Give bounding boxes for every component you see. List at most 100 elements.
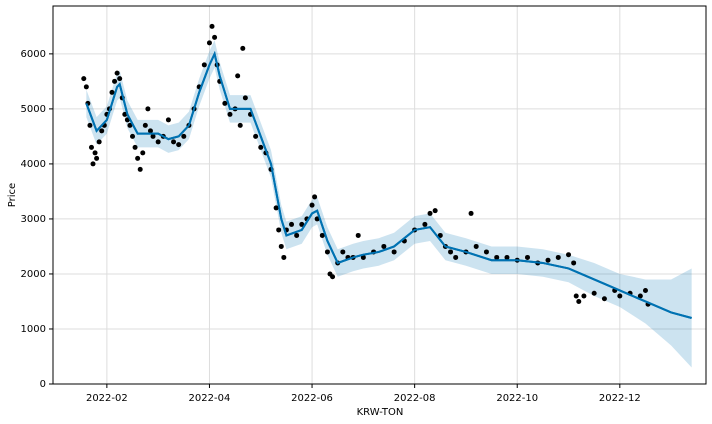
x-tick-label: 2022-08 — [394, 393, 436, 404]
observed-point — [227, 111, 233, 117]
observed-point — [83, 84, 89, 90]
observed-point — [312, 194, 318, 200]
observed-point — [289, 221, 295, 227]
observed-point — [273, 205, 279, 211]
observed-point — [142, 122, 148, 128]
observed-point — [235, 73, 241, 79]
observed-point — [165, 117, 171, 123]
observed-point — [314, 216, 320, 222]
observed-point — [90, 161, 96, 167]
observed-point — [206, 40, 212, 46]
forecast-line — [85, 50, 692, 319]
y-tick-label: 1000 — [21, 324, 46, 335]
observed-point — [117, 76, 123, 82]
observed-point — [181, 133, 187, 139]
observed-point — [299, 221, 305, 227]
x-tick-label: 2022-02 — [86, 393, 128, 404]
y-tick-label: 4000 — [21, 159, 46, 170]
observed-point — [81, 76, 87, 82]
observed-point — [92, 150, 98, 156]
observed-point — [222, 100, 228, 106]
observed-point — [319, 232, 325, 238]
observed-point — [432, 208, 438, 214]
observed-point — [448, 249, 454, 255]
observed-point — [453, 254, 459, 260]
observed-point — [96, 139, 102, 145]
observed-point — [504, 254, 510, 260]
observed-point — [137, 166, 143, 172]
observed-point — [114, 70, 120, 76]
observed-point — [155, 139, 161, 145]
y-tick-label: 0 — [40, 379, 46, 390]
observed-point — [212, 34, 218, 40]
x-axis-label: KRW-TON — [357, 407, 404, 418]
observed-point — [209, 23, 215, 29]
observed-point — [617, 293, 623, 299]
observed-point — [340, 249, 346, 255]
observed-point — [391, 249, 397, 255]
observed-point — [130, 133, 136, 139]
observed-point — [145, 106, 151, 112]
observed-point — [176, 142, 182, 148]
observed-point — [281, 254, 287, 260]
observed-point — [381, 243, 387, 249]
observed-point — [278, 243, 284, 249]
observed-point — [94, 155, 100, 161]
observed-point — [88, 144, 94, 150]
observed-point — [581, 293, 587, 299]
observed-point — [112, 78, 118, 84]
x-tick-label: 2022-12 — [599, 393, 641, 404]
observed-point — [147, 128, 153, 134]
x-tick-label: 2022-10 — [496, 393, 538, 404]
observed-point — [150, 133, 156, 139]
x-tick-label: 2022-04 — [189, 393, 231, 404]
y-tick-label: 2000 — [21, 269, 46, 280]
observed-point — [555, 254, 561, 260]
observed-point — [422, 221, 428, 227]
observed-point — [483, 249, 489, 255]
observed-point — [127, 122, 133, 128]
y-axis-label: Price — [7, 183, 18, 207]
observed-point — [468, 210, 474, 216]
y-tick-label: 5000 — [21, 104, 46, 115]
observed-point — [171, 139, 177, 145]
y-tick-label: 3000 — [21, 214, 46, 225]
observed-point — [109, 89, 115, 95]
observed-point — [573, 293, 579, 299]
observed-point — [427, 210, 433, 216]
observed-point — [309, 202, 315, 208]
observed-point — [524, 254, 530, 260]
observed-point — [99, 128, 105, 134]
observed-point — [258, 144, 264, 150]
observed-point — [242, 95, 248, 101]
observed-point — [240, 45, 246, 51]
observed-point — [237, 122, 243, 128]
observed-point — [642, 287, 648, 293]
observed-point — [294, 232, 300, 238]
observed-point — [360, 254, 366, 260]
observed-point — [135, 155, 141, 161]
uncertainty-band — [86, 40, 692, 368]
observed-point — [132, 144, 138, 150]
observed-point — [576, 298, 582, 304]
observed-point — [87, 122, 93, 128]
observed-point — [355, 232, 361, 238]
observed-point — [253, 133, 259, 139]
observed-point — [591, 290, 597, 296]
x-tick-label: 2022-06 — [291, 393, 333, 404]
observed-point — [276, 227, 282, 233]
observed-point — [601, 296, 607, 302]
observed-point — [494, 254, 500, 260]
observed-point — [473, 243, 479, 249]
observed-point — [324, 249, 330, 255]
observed-point — [201, 62, 207, 68]
plot-frame — [52, 5, 707, 385]
observed-point — [566, 252, 572, 258]
observed-point — [437, 232, 443, 238]
observed-point — [330, 274, 336, 280]
y-tick-label: 6000 — [21, 49, 46, 60]
observed-point — [140, 150, 146, 156]
observed-point — [637, 293, 643, 299]
observed-point — [545, 257, 551, 263]
